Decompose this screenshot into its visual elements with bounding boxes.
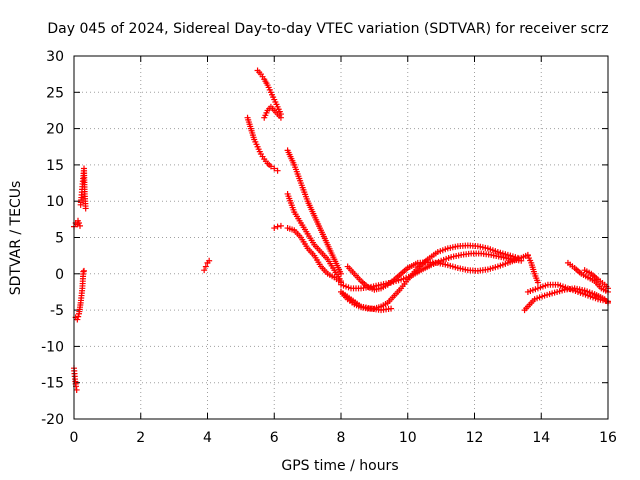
axis-ticks: 0 2 4 6 8 10 12 14 16 -20 -15 -10 -5 0 5 10 15 20 25 30	[41, 49, 617, 446]
data-point	[74, 316, 81, 323]
data-point	[82, 205, 89, 212]
y-tick-label: 25	[46, 85, 64, 101]
data-point	[77, 222, 84, 229]
y-tick-label: 5	[55, 231, 64, 247]
x-tick-label: 2	[136, 430, 145, 446]
data-point	[202, 263, 209, 270]
series-arc-g	[284, 225, 344, 286]
series-arc-n	[524, 281, 611, 305]
x-tick-label: 16	[599, 430, 617, 446]
x-tick-label: 10	[399, 430, 417, 446]
data-point	[274, 167, 281, 174]
series-arc-h	[338, 250, 525, 292]
y-tick-label: 10	[46, 194, 64, 210]
data-point	[388, 305, 395, 312]
chart-title: Day 045 of 2024, Sidereal Day-to-day VTE…	[47, 21, 608, 37]
x-axis-label: GPS time / hours	[281, 458, 398, 474]
series-arc-early-c	[72, 267, 88, 323]
x-tick-label: 0	[70, 430, 79, 446]
series-arc-k	[338, 288, 395, 314]
y-tick-label: -10	[41, 339, 64, 355]
y-tick-label: 30	[46, 49, 64, 65]
series-arc-early-b	[77, 165, 89, 212]
series-arc-d	[271, 222, 284, 232]
x-tick-label: 6	[270, 430, 279, 446]
series-arc-l	[524, 252, 541, 286]
y-tick-label: -15	[41, 376, 64, 392]
x-tick-label: 4	[203, 430, 212, 446]
y-axis-label: SDTVAR / TECUs	[8, 181, 24, 296]
series-arc-p	[581, 267, 611, 292]
grid-lines	[73, 55, 609, 420]
y-tick-label: -20	[41, 412, 64, 428]
series-arc-4h	[201, 257, 213, 274]
series-arc-j	[344, 251, 531, 293]
data-point	[81, 267, 88, 274]
plot-frame	[73, 55, 609, 420]
data-point	[274, 223, 281, 230]
data-point	[267, 163, 274, 170]
data-point	[201, 267, 208, 274]
series-arc-e	[284, 147, 344, 277]
data-point	[206, 257, 213, 264]
data-point	[80, 268, 87, 275]
y-tick-label: 20	[46, 122, 64, 138]
data-point	[271, 225, 278, 232]
data-point	[271, 165, 278, 172]
data-point	[277, 222, 284, 229]
data-point	[277, 114, 284, 121]
data-point	[73, 386, 80, 393]
series-arc-early-a	[71, 217, 84, 230]
x-tick-label: 14	[532, 430, 550, 446]
data-point	[75, 313, 82, 320]
series-arc-a	[244, 114, 281, 174]
x-tick-label: 8	[337, 430, 346, 446]
data-point	[338, 270, 344, 277]
y-tick-label: -5	[50, 303, 64, 319]
y-tick-label: 15	[46, 158, 64, 174]
data-point	[534, 279, 541, 286]
series-arc-i	[338, 242, 521, 312]
data-point	[76, 219, 83, 226]
y-tick-label: 0	[55, 267, 64, 283]
series-arc-c	[261, 103, 284, 121]
x-tick-label: 12	[466, 430, 484, 446]
series-arc-early-d	[71, 365, 80, 393]
